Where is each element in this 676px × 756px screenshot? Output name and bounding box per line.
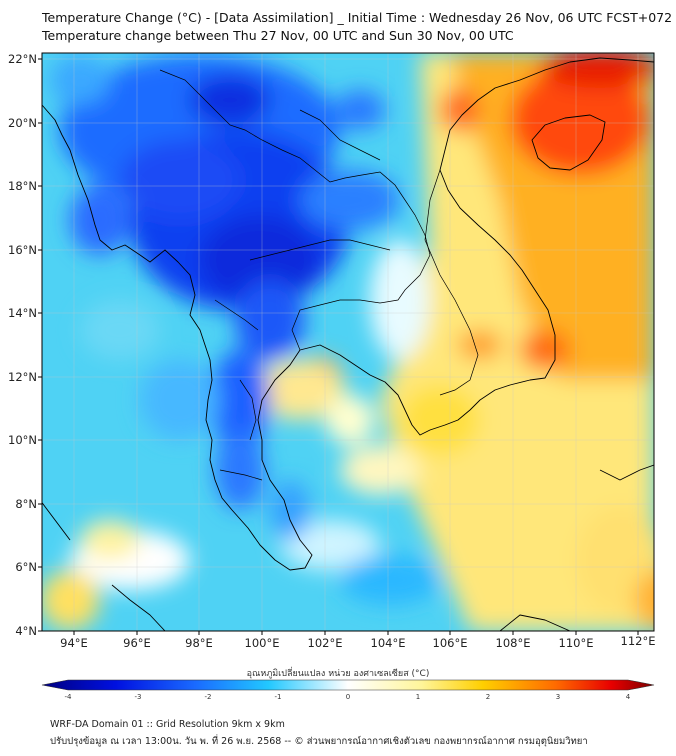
country-borders: [159, 69, 479, 481]
colorbar-tick: -1: [275, 693, 282, 701]
footer-model-info: WRF-DA Domain 01 :: Grid Resolution 9km …: [50, 719, 285, 730]
axis-ticks: [38, 58, 639, 635]
grid-lines: [42, 53, 654, 631]
colorbar-gradient: [41, 679, 655, 691]
coastlines: [42, 57, 654, 631]
lat-label: 4°N: [15, 624, 37, 638]
colorbar-tick: -2: [205, 693, 212, 701]
map-frame: [41, 52, 655, 632]
colorbar: -4 -3 -2 -1 0 1 2 3 4: [41, 679, 655, 701]
map-subtitle: Temperature change between Thu 27 Nov, 0…: [42, 28, 514, 43]
lat-label: 20°N: [8, 116, 37, 130]
lon-label: 106°E: [433, 636, 468, 650]
lat-label: 18°N: [8, 179, 37, 193]
lat-label: 22°N: [8, 52, 37, 66]
colorbar-tick: -4: [65, 693, 73, 701]
colorbar-tick: -3: [135, 693, 142, 701]
lon-label: 94°E: [60, 636, 88, 650]
colorbar-tick: 4: [626, 693, 631, 701]
map-title: Temperature Change (°C) - [Data Assimila…: [42, 10, 673, 25]
lat-label: 14°N: [8, 306, 37, 320]
lat-label: 12°N: [8, 370, 37, 384]
lon-label: 104°E: [371, 636, 406, 650]
lon-label: 112°E: [621, 634, 656, 648]
lon-label: 108°E: [496, 636, 531, 650]
footer-update-info: ปรับปรุงข้อมูล ณ เวลา 13:00น. วัน พ. ที่…: [50, 736, 588, 747]
lon-label: 96°E: [123, 636, 151, 650]
lat-label: 6°N: [15, 560, 37, 574]
lat-label: 10°N: [8, 433, 37, 447]
colorbar-title: อุณหภูมิเปลี่ยนแปลง หน่วย องศาเซลเซียส (…: [246, 669, 430, 679]
colorbar-tick: 1: [416, 693, 420, 701]
lat-label: 16°N: [8, 243, 37, 257]
temperature-field: [42, 53, 654, 631]
colorbar-tick: 0: [346, 693, 350, 701]
lon-label: 110°E: [559, 636, 594, 650]
lon-label: 102°E: [308, 636, 343, 650]
colorbar-tick: 3: [556, 693, 560, 701]
lat-label: 8°N: [15, 497, 37, 511]
colorbar-tick: 2: [486, 693, 490, 701]
lon-label: 98°E: [185, 636, 213, 650]
lon-label: 100°E: [245, 636, 280, 650]
